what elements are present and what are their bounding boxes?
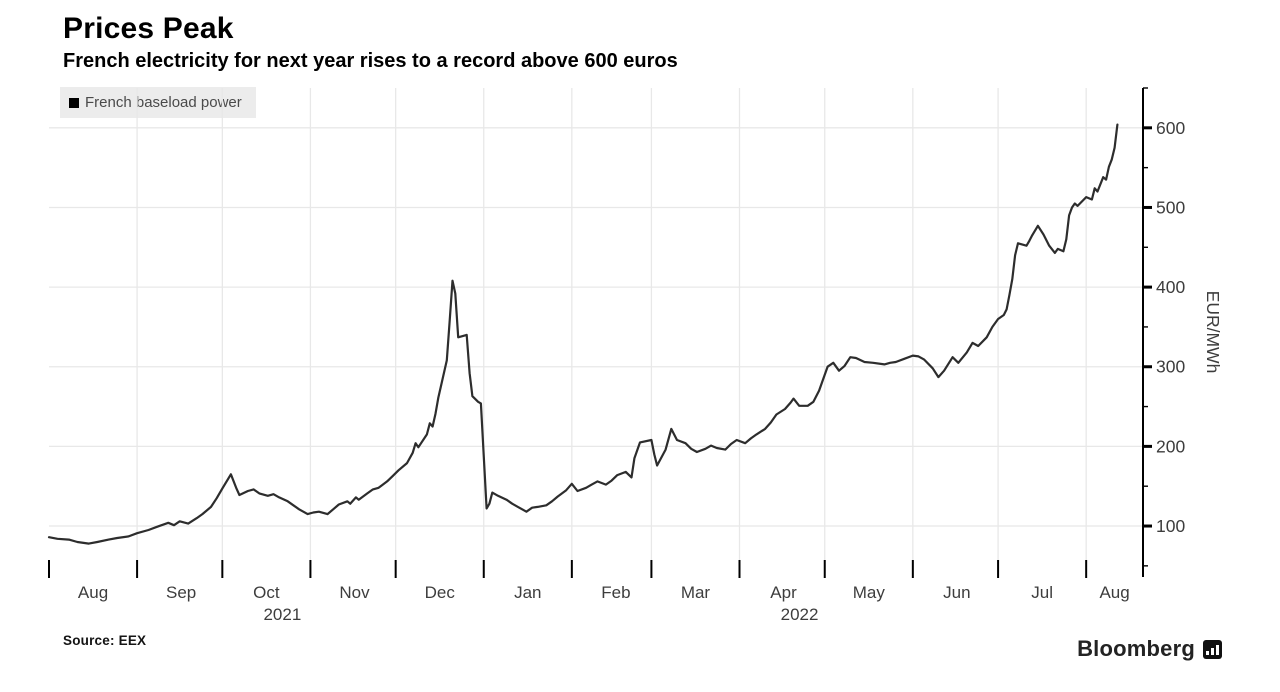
y-tick-label: 200 [1156,436,1185,456]
chart-title: Prices Peak [63,12,234,45]
bloomberg-logo: Bloomberg [1077,636,1222,662]
x-month-label: Feb [601,583,630,602]
x-month-label: Jul [1031,583,1053,602]
x-month-label: Apr [770,583,797,602]
x-month-label: Mar [681,583,711,602]
x-month-label: Aug [1099,583,1129,602]
x-month-label: Nov [339,583,370,602]
year-label: 2021 [263,605,301,624]
x-month-label: May [853,583,886,602]
bloomberg-chart-icon [1203,639,1222,659]
x-month-label: Dec [425,583,456,602]
bloomberg-wordmark: Bloomberg [1077,636,1195,661]
legend-label: French baseload power [85,94,242,111]
x-month-label: Oct [253,583,280,602]
y-tick-label: 100 [1156,516,1185,536]
x-month-label: Sep [166,583,196,602]
y-axis-unit-label: EUR/MWh [1203,291,1223,374]
year-label: 2022 [781,605,819,624]
x-month-label: Jun [943,583,970,602]
source-note: Source: EEX [63,633,147,648]
y-tick-label: 600 [1156,118,1185,138]
y-tick-label: 500 [1156,197,1185,217]
y-tick-label: 300 [1156,357,1185,377]
price-line [47,123,1119,545]
x-month-label: Aug [78,583,108,602]
legend-swatch-icon [69,97,79,108]
x-month-label: Jan [514,583,541,602]
legend: French baseload power [60,87,256,118]
y-tick-label: 400 [1156,277,1185,297]
chart-subtitle: French electricity for next year rises t… [63,50,678,72]
